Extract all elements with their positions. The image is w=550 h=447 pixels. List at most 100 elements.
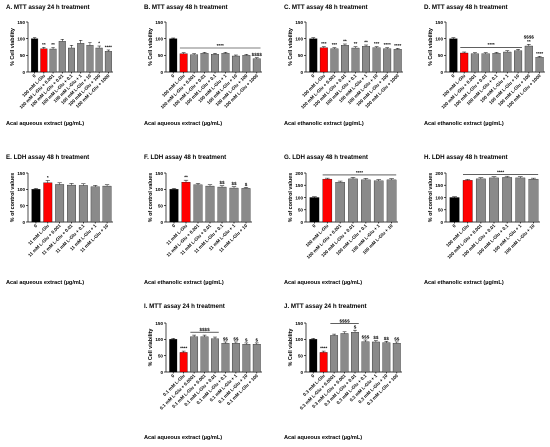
bar (470, 53, 479, 73)
x-tick-label: 0 (310, 373, 316, 379)
y-tick-label: 200 (435, 171, 443, 176)
error-bar (465, 179, 471, 181)
significance-mark: ** (42, 42, 46, 47)
bar (169, 189, 179, 223)
y-tick-label: 150 (17, 20, 25, 25)
x-tick-label: 0 (450, 73, 456, 79)
bar (340, 333, 349, 373)
x-axis-label: Acai aqueous extract (µg/mL) (144, 121, 222, 127)
bar (515, 177, 526, 223)
error-bar (88, 42, 92, 46)
bar (449, 38, 458, 73)
error-bar (213, 336, 217, 339)
bar (361, 179, 371, 223)
bar (392, 343, 401, 373)
bar (382, 342, 391, 373)
bar (40, 48, 48, 73)
error-bar (451, 37, 456, 39)
bar (78, 185, 88, 223)
bar (231, 343, 240, 373)
bar (373, 180, 384, 223)
y-axis-label: % Cell viability (428, 28, 434, 66)
significance-mark: **** (105, 45, 112, 50)
error-bar (254, 342, 259, 345)
panel-title: E. LDH assay 48 h treatment (6, 154, 89, 161)
error-bar (254, 57, 259, 59)
x-axis-label: Acai aqueous extract (µg/mL) (284, 280, 362, 286)
bar (179, 53, 188, 73)
bar (221, 343, 230, 373)
error-bar (202, 334, 207, 337)
x-axis-label: Acai aqueous extract (µg/mL) (6, 280, 84, 286)
y-tick-label: 0 (160, 220, 163, 225)
y-tick-label: 100 (155, 337, 163, 342)
error-bar (93, 185, 98, 187)
x-tick-label: 0 (170, 73, 176, 79)
panel-title: G. LDH assay 48 h treatment (284, 154, 368, 161)
significance-mark: $$$$ (252, 52, 263, 57)
panel-title: C. MTT assay 48 h treatment (284, 4, 368, 11)
y-tick-label: 50 (20, 53, 26, 58)
bar (221, 53, 230, 73)
error-bar (491, 176, 497, 178)
error-bar (311, 338, 316, 340)
bar (169, 339, 178, 373)
error-bar (385, 47, 390, 49)
y-tick-label: 100 (435, 36, 443, 41)
error-bar (363, 178, 369, 180)
bar (330, 335, 339, 373)
bar (351, 331, 359, 373)
bar (77, 43, 85, 73)
error-bar (311, 37, 316, 39)
x-tick-label: 0 (33, 223, 39, 229)
bar (193, 184, 203, 223)
bar (386, 179, 397, 223)
y-tick-label: 50 (298, 353, 304, 358)
bar (205, 185, 215, 223)
error-bar (45, 180, 50, 183)
bar (348, 178, 358, 223)
chart-panel: H. LDH assay 48 h treatment % of control … (424, 154, 540, 286)
error-bar (202, 52, 207, 54)
error-bar (81, 183, 86, 186)
x-axis-label: Acai aqueous extract (µg/mL) (284, 435, 362, 441)
error-bar (231, 186, 237, 189)
error-bar (219, 185, 225, 188)
y-tick-label: 0 (300, 70, 303, 75)
x-axis-label: Acai aqueous extract (µg/mL) (144, 435, 222, 441)
error-bar (374, 46, 379, 48)
error-bar (60, 39, 64, 42)
error-bar (207, 184, 213, 187)
error-bar (337, 180, 343, 183)
bar (241, 188, 251, 223)
error-bar (321, 350, 326, 353)
error-bar (213, 53, 217, 55)
bar (86, 45, 94, 73)
error-bar (517, 176, 523, 178)
panel-title: D. MTT assay 48 h treatment (424, 4, 508, 11)
significance-mark: **** (320, 346, 327, 351)
y-axis-label: % of control values (10, 173, 16, 222)
error-bar (106, 49, 111, 52)
significance-mark: **** (394, 43, 401, 48)
y-tick-label: 150 (435, 183, 443, 188)
bar (102, 185, 112, 223)
y-tick-label: 200 (295, 171, 303, 176)
y-tick-label: 0 (440, 70, 443, 75)
y-tick-label: 50 (158, 203, 164, 208)
significance-mark: $$ (233, 336, 239, 341)
bar (361, 341, 370, 373)
y-tick-label: 50 (438, 208, 444, 213)
error-bar (104, 184, 110, 187)
significance-mark: $$ (231, 181, 237, 186)
error-bar (51, 47, 55, 49)
significance-mark: * (98, 41, 100, 46)
y-tick-label: 50 (20, 203, 26, 208)
significance-mark: ** (51, 42, 55, 47)
bar (340, 45, 349, 73)
significance-mark: $$ (223, 336, 229, 341)
bar (475, 178, 486, 223)
chart-panel: E. LDH assay 48 h treatment % of control … (6, 154, 113, 286)
error-bar (97, 45, 101, 48)
y-tick-label: 0 (160, 370, 163, 375)
